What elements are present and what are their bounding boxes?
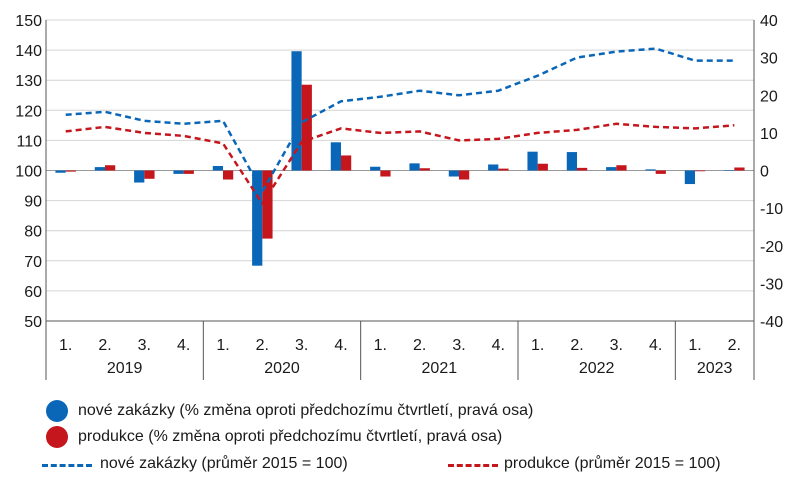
y-left-tick-label: 140 (15, 43, 42, 60)
y-right-tick-label: -30 (760, 276, 783, 293)
production-change-bar (380, 170, 391, 177)
x-quarter-label: 3. (295, 337, 308, 354)
production-change-bar (262, 170, 273, 239)
y-left-tick-label: 90 (24, 194, 42, 211)
production-change-bar (655, 170, 666, 174)
x-quarter-label: 2. (728, 337, 741, 354)
orders-change-bar (488, 164, 499, 171)
y-left-tick-label: 120 (15, 103, 42, 120)
x-quarter-label: 1. (531, 337, 544, 354)
y-right-tick-label: 20 (760, 88, 778, 105)
production-change-bar (223, 170, 234, 180)
orders-change-bar (448, 170, 459, 177)
y-right-tick-label: -10 (760, 201, 783, 218)
y-left-tick-label: 50 (24, 314, 42, 331)
x-year-label: 2021 (422, 360, 458, 377)
orders-index-line (65, 47, 735, 193)
y-left-tick-label: 80 (24, 224, 42, 241)
x-quarter-label: 4. (649, 337, 662, 354)
x-quarter-label: 4. (334, 337, 347, 354)
orders-change-bar (606, 167, 617, 171)
y-right-tick-label: 0 (760, 164, 769, 181)
orders-change-bar (527, 151, 538, 171)
y-right-tick-label: 10 (760, 126, 778, 143)
orders-change-bar (173, 170, 184, 174)
y-left-tick-label: 150 (15, 13, 42, 30)
production-change-bar (301, 84, 312, 171)
x-quarter-label: 4. (177, 337, 190, 354)
production-change-bar (65, 170, 76, 172)
x-quarter-label: 4. (492, 337, 505, 354)
production-change-bar (341, 155, 352, 171)
production-change-bar (498, 168, 509, 171)
production-change-bar (734, 167, 745, 171)
y-left-tick-label: 100 (15, 164, 42, 181)
production-change-bar (419, 168, 430, 171)
x-year-label: 2020 (264, 360, 300, 377)
x-quarter-label: 2. (570, 337, 583, 354)
x-quarter-label: 1. (688, 337, 701, 354)
production-change-bar (183, 170, 194, 174)
production-change-bar (537, 163, 548, 171)
x-quarter-label: 3. (138, 337, 151, 354)
x-year-label: 2022 (579, 360, 615, 377)
orders-change-bar (330, 142, 341, 171)
x-year-label: 2019 (107, 360, 143, 377)
y-right-tick-label: -40 (760, 314, 783, 331)
y-left-tick-label: 70 (24, 254, 42, 271)
orders-change-bar (645, 169, 656, 171)
production-change-bar (144, 170, 155, 179)
orders-change-bar (566, 152, 577, 171)
orders-change-bar (370, 166, 381, 171)
y-right-tick-label: 40 (760, 13, 778, 30)
orders-change-bar (252, 170, 263, 266)
orders-change-bar (134, 170, 145, 183)
x-quarter-label: 2. (413, 337, 426, 354)
x-quarter-label: 3. (452, 337, 465, 354)
y-right-tick-label: -20 (760, 239, 783, 256)
orders-change-bar (291, 51, 302, 171)
orders-change-bar (409, 163, 420, 171)
production-change-bar (577, 167, 588, 171)
orders-change-bar (55, 170, 66, 173)
x-quarter-label: 1. (59, 337, 72, 354)
x-quarter-label: 3. (610, 337, 623, 354)
production-change-bar (616, 165, 627, 171)
production-change-bar (105, 165, 116, 171)
production-index-line (65, 122, 735, 205)
x-quarter-label: 2. (98, 337, 111, 354)
orders-change-bar (212, 165, 223, 171)
x-year-label: 2023 (697, 360, 733, 377)
orders-change-bar (684, 170, 695, 185)
orders-change-bar (94, 167, 105, 171)
y-left-tick-label: 130 (15, 73, 42, 90)
x-quarter-label: 2. (256, 337, 269, 354)
x-quarter-label: 1. (216, 337, 229, 354)
y-right-tick-label: 30 (760, 51, 778, 68)
orders-change-bar (724, 170, 735, 171)
production-change-bar (459, 170, 470, 180)
y-left-tick-label: 110 (16, 133, 42, 150)
x-quarter-label: 1. (374, 337, 387, 354)
production-change-bar (695, 170, 706, 172)
y-left-tick-label: 60 (24, 284, 42, 301)
